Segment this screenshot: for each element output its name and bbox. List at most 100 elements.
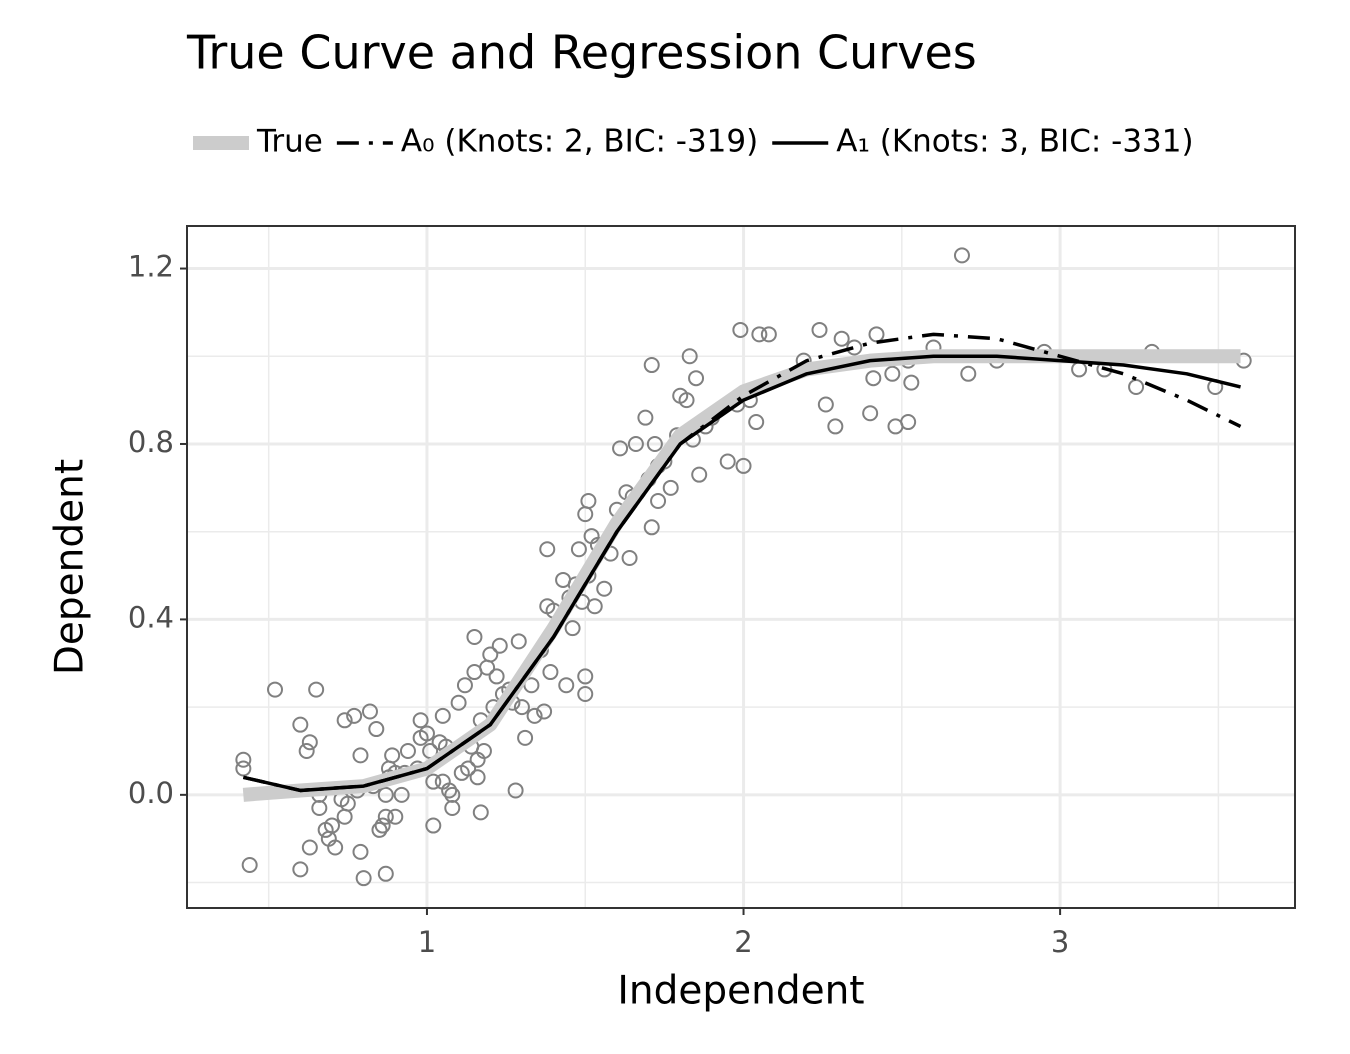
x-tick-label: 1 — [418, 925, 436, 959]
data-point — [748, 414, 765, 431]
data-point — [719, 453, 736, 470]
data-point — [621, 550, 638, 567]
y-tick-label: 0.8 — [128, 425, 174, 459]
data-point — [441, 782, 458, 799]
data-point — [564, 620, 581, 637]
data-point — [833, 330, 850, 347]
data-point — [811, 321, 828, 338]
data-point — [311, 800, 328, 817]
data-point — [627, 435, 644, 452]
line-series — [242, 354, 1241, 793]
data-point — [862, 405, 879, 422]
data-point — [472, 804, 489, 821]
data-point — [1128, 378, 1145, 395]
data-point — [678, 392, 695, 409]
data-point — [466, 628, 483, 645]
data-point — [377, 808, 394, 825]
data-point — [393, 786, 410, 803]
data-point — [374, 817, 391, 834]
data-point — [900, 414, 917, 431]
y-tick-label: 1.2 — [128, 250, 174, 284]
data-point — [577, 668, 594, 685]
data-point — [418, 725, 435, 742]
data-point — [612, 440, 629, 457]
data-point — [491, 637, 508, 654]
data-point — [643, 357, 660, 374]
y-tick-label: 0.0 — [128, 776, 174, 810]
x-axis-title: Independent — [617, 969, 864, 1014]
data-point — [412, 712, 429, 729]
data-point — [368, 721, 385, 738]
data-point — [292, 716, 309, 733]
plot-background — [187, 226, 1295, 908]
data-point — [456, 677, 473, 694]
data-point — [542, 664, 559, 681]
chart-title: True Curve and Regression Curves — [186, 26, 977, 80]
data-point — [301, 734, 318, 751]
data-point — [517, 729, 534, 746]
data-point — [596, 580, 613, 597]
legend-label: True — [256, 124, 323, 160]
data-point — [377, 786, 394, 803]
x-tick-label: 2 — [734, 925, 752, 959]
data-point — [399, 742, 416, 759]
data-point — [475, 742, 492, 759]
data-point — [298, 742, 315, 759]
data-point — [526, 707, 543, 724]
data-point — [488, 668, 505, 685]
legend-label: A₀ (Knots: 2, BIC: -319) — [401, 124, 758, 160]
data-point — [384, 747, 401, 764]
data-point — [662, 479, 679, 496]
data-point — [371, 821, 388, 838]
data-point — [346, 707, 363, 724]
data-point — [355, 870, 372, 887]
data-point — [482, 646, 499, 663]
data-point — [444, 786, 461, 803]
data-point — [865, 370, 882, 387]
data-point — [846, 339, 863, 356]
data-point — [460, 760, 477, 777]
data-point — [507, 782, 524, 799]
data-point — [267, 681, 284, 698]
data-point — [953, 247, 970, 264]
data-point — [292, 861, 309, 878]
data-point — [643, 519, 660, 536]
data-point — [469, 769, 486, 786]
data-point — [241, 857, 258, 874]
data-point — [513, 699, 530, 716]
data-point — [580, 492, 597, 509]
data-point — [691, 466, 708, 483]
data-point — [681, 348, 698, 365]
data-point — [323, 817, 340, 834]
data-point — [817, 396, 834, 413]
y-axis-title: Dependent — [48, 459, 93, 675]
data-point — [751, 326, 768, 343]
data-point — [735, 457, 752, 474]
data-point — [377, 865, 394, 882]
data-point — [450, 694, 467, 711]
data-point — [339, 795, 356, 812]
data-point — [425, 817, 442, 834]
data-point — [558, 677, 575, 694]
plot-border — [186, 225, 1296, 909]
data-point — [650, 492, 667, 509]
data-point — [884, 365, 901, 382]
data-point — [425, 773, 442, 790]
data-point — [352, 747, 369, 764]
data-point — [510, 633, 527, 650]
data-point — [361, 703, 378, 720]
data-point — [352, 843, 369, 860]
data-point — [732, 321, 749, 338]
data-point — [586, 598, 603, 615]
legend-label: A₁ (Knots: 3, BIC: -331) — [836, 124, 1193, 160]
data-point — [903, 374, 920, 391]
data-point — [760, 326, 777, 343]
data-point — [235, 760, 252, 777]
data-point — [827, 418, 844, 435]
data-point — [434, 707, 451, 724]
data-point — [336, 712, 353, 729]
data-point — [570, 541, 587, 558]
data-point — [235, 751, 252, 768]
